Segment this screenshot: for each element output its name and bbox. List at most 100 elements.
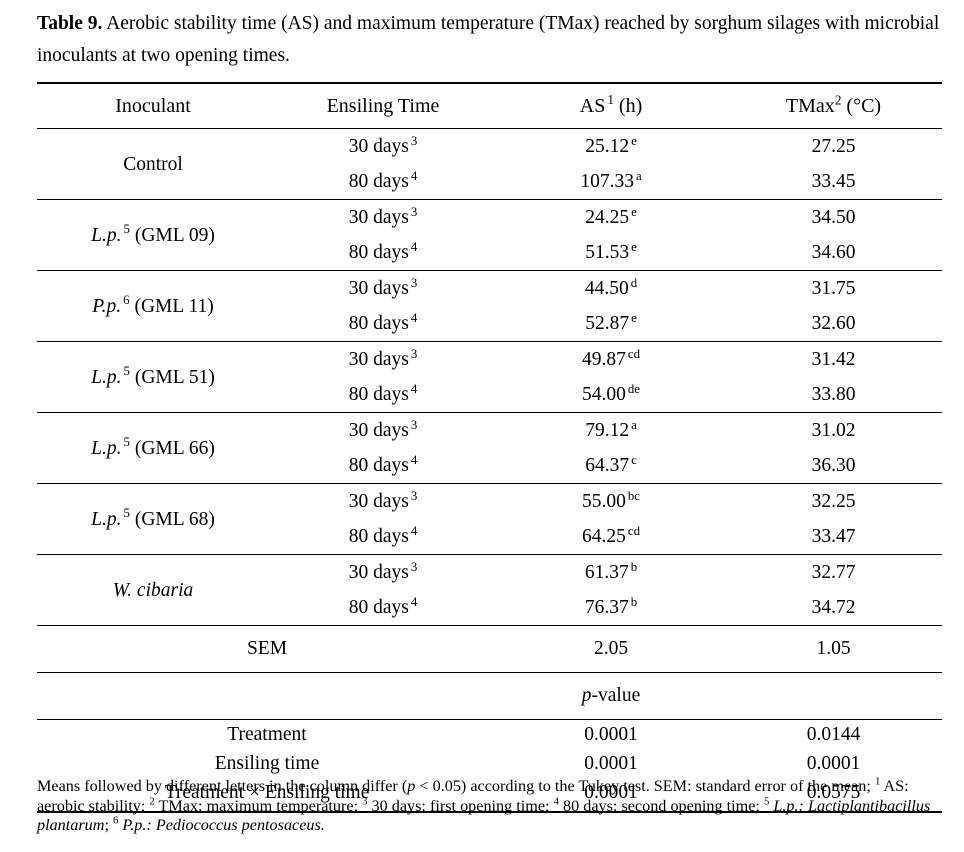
cell-tmax-value: 34.72 bbox=[725, 590, 942, 626]
pvalue-header-spacer-right bbox=[725, 673, 942, 720]
ensiling-footnote-marker: 3 bbox=[410, 204, 418, 219]
tmax-value: 31.02 bbox=[811, 420, 856, 441]
cell-inoculant: L.p. 5 (GML 51) bbox=[37, 342, 269, 413]
footnote-part-2: < 0.05) according to the Tukey test. SEM… bbox=[415, 777, 875, 795]
pvalue-row: Treatment 0.0001 0.0144 bbox=[37, 719, 942, 750]
table-row: L.p. 5 (GML 66) 30 days 3 79.12 a 31.02 bbox=[37, 412, 942, 459]
tmax-value: 32.25 bbox=[811, 491, 856, 512]
inoculant-footnote-marker: 5 bbox=[123, 506, 130, 520]
as-significance-letter: de bbox=[627, 381, 640, 396]
ensiling-footnote-marker: 4 bbox=[410, 523, 418, 538]
pvalue-factor-label: Treatment × Ensiling time bbox=[37, 778, 497, 813]
cell-inoculant: Control bbox=[37, 129, 269, 200]
cell-as-value: 61.37 b bbox=[497, 555, 725, 591]
table-footnote: Means followed by different letters in t… bbox=[37, 776, 944, 836]
as-significance-letter: e bbox=[631, 133, 637, 148]
tmax-value: 33.45 bbox=[811, 171, 856, 192]
cell-as-value: 52.87 e bbox=[497, 306, 725, 342]
tmax-value: 34.60 bbox=[811, 242, 856, 263]
table-row: Control 30 days 3 25.12 e 27.25 bbox=[37, 128, 942, 175]
cell-ensiling-time: 80 days 4 bbox=[269, 519, 497, 555]
col-header-inoculant: Inoculant bbox=[115, 95, 191, 117]
footnote-lp-name: L.p.: Lactiplantibacillus plantarum bbox=[37, 796, 931, 835]
inoculant-name: Control bbox=[123, 153, 183, 175]
tmax-value: 31.75 bbox=[811, 278, 856, 299]
tmax-value: 34.50 bbox=[811, 207, 856, 228]
as-value: 52.87 bbox=[585, 313, 630, 334]
pvalue-tmax: 0.0001 bbox=[806, 753, 861, 774]
table-row: 80 days 4 51.53 e 34.60 bbox=[37, 235, 942, 271]
inoculant-strain: (GML 68) bbox=[129, 508, 215, 530]
as-significance-letter: cd bbox=[627, 523, 640, 538]
as-value: 44.50 bbox=[584, 278, 629, 299]
tmax-value: 33.47 bbox=[811, 526, 856, 547]
as-significance-letter: bc bbox=[627, 488, 640, 503]
ensiling-label: 80 days bbox=[348, 455, 409, 476]
table-row: 80 days 4 64.25 cd 33.47 bbox=[37, 519, 942, 555]
table-row: P.p. 6 (GML 11) 30 days 3 44.50 d 31.75 bbox=[37, 270, 942, 317]
footnote-p-italic: p bbox=[407, 777, 416, 795]
pvalue-tmax: 0.0144 bbox=[806, 724, 861, 745]
inoculant-strain: (GML 51) bbox=[129, 366, 215, 388]
table-row: 80 days 4 76.37 b 34.72 bbox=[37, 590, 942, 626]
cell-as-value: 51.53 e bbox=[497, 235, 725, 271]
as-value: 79.12 bbox=[585, 420, 630, 441]
inoculant-strain: (GML 11) bbox=[129, 295, 214, 317]
as-value: 25.12 bbox=[585, 136, 630, 157]
cell-ensiling-time: 80 days 4 bbox=[269, 235, 497, 271]
footnote-part-7: ; bbox=[104, 816, 114, 835]
table-row: 80 days 4 64.37 c 36.30 bbox=[37, 448, 942, 484]
inoculant-species: L.p. bbox=[91, 366, 122, 388]
inoculant-strain: (GML 66) bbox=[129, 437, 215, 459]
footnote-marker-4: 4 bbox=[553, 795, 559, 808]
pvalue-header-spacer bbox=[37, 673, 497, 720]
as-value: 76.37 bbox=[584, 597, 629, 618]
as-significance-letter: a bbox=[631, 417, 637, 432]
cell-inoculant: L.p. 5 (GML 09) bbox=[37, 200, 269, 271]
inoculant-footnote-marker: 6 bbox=[123, 293, 130, 307]
footnote-part-5: 30 days: first opening time; bbox=[367, 796, 554, 815]
cell-inoculant: P.p. 6 (GML 11) bbox=[37, 271, 269, 342]
as-significance-letter: e bbox=[631, 239, 637, 254]
as-value: 49.87 bbox=[581, 349, 626, 370]
cell-as-value: 54.00 de bbox=[497, 377, 725, 413]
pvalue-as: 0.0001 bbox=[584, 753, 638, 774]
tmax-value: 32.77 bbox=[811, 562, 856, 583]
as-value: 55.00 bbox=[581, 491, 626, 512]
cell-as-value: 107.33 a bbox=[497, 164, 725, 200]
table-row: 80 days 4 52.87 e 32.60 bbox=[37, 306, 942, 342]
table-container: Inoculant Ensiling Time AS 1 (h) TMax2 (°… bbox=[37, 82, 942, 813]
inoculant-footnote-marker: 5 bbox=[123, 435, 130, 449]
cell-tmax-value: 27.25 bbox=[725, 129, 942, 165]
ensiling-footnote-marker: 4 bbox=[410, 594, 418, 609]
footnote-marker-6: 6 bbox=[113, 814, 119, 827]
cell-tmax-value: 33.47 bbox=[725, 519, 942, 555]
pvalue-factor-label: Ensiling time bbox=[214, 753, 320, 774]
as-significance-letter: d bbox=[630, 275, 638, 290]
ensiling-label: 80 days bbox=[348, 313, 409, 334]
as-label: AS bbox=[579, 95, 606, 117]
footnote-part-6: 80 days: second opening time; bbox=[558, 796, 764, 815]
ensiling-label: 30 days bbox=[348, 278, 409, 299]
as-value: 107.33 bbox=[580, 171, 634, 192]
pvalue-tmax: 0.0575 bbox=[725, 778, 942, 813]
pvalue-factor-label: Treatment bbox=[227, 724, 307, 745]
cell-tmax-value: 32.60 bbox=[725, 306, 942, 342]
cell-tmax-value: 31.02 bbox=[725, 413, 942, 449]
footnote-marker-3: 3 bbox=[362, 795, 368, 808]
sem-as-value: 2.05 bbox=[593, 638, 629, 659]
as-value: 51.53 bbox=[585, 242, 630, 263]
ensiling-label: 80 days bbox=[348, 171, 409, 192]
pvalue-row: Ensiling time 0.0001 0.0001 bbox=[37, 749, 942, 778]
cell-as-value: 64.25 cd bbox=[497, 519, 725, 555]
as-significance-letter: b bbox=[630, 559, 638, 574]
pvalue-header-row: p-value bbox=[37, 672, 942, 720]
ensiling-footnote-marker: 4 bbox=[410, 381, 418, 396]
cell-as-value: 44.50 d bbox=[497, 271, 725, 307]
as-significance-letter: cd bbox=[627, 346, 640, 361]
cell-ensiling-time: 30 days 3 bbox=[269, 555, 497, 591]
as-value: 54.00 bbox=[581, 384, 626, 405]
col-header-ensiling-time: Ensiling Time bbox=[326, 95, 440, 117]
cell-ensiling-time: 30 days 3 bbox=[269, 200, 497, 236]
cell-ensiling-time: 30 days 3 bbox=[269, 413, 497, 449]
